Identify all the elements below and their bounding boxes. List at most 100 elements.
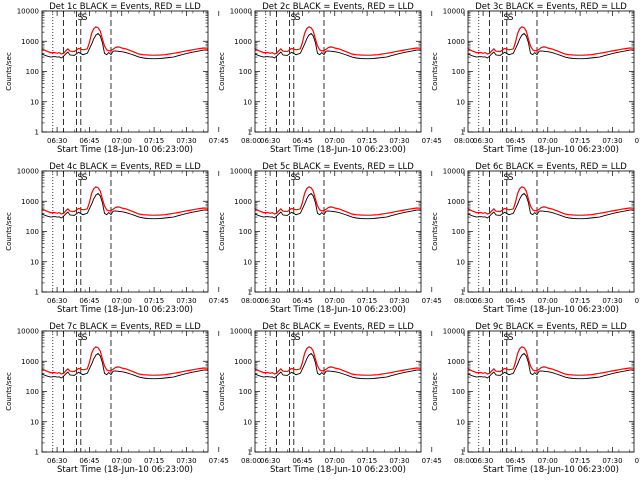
marker-label: S [508,13,514,23]
y-tick-label: 100 [239,388,252,396]
x-tick-label: 07:45 [422,457,442,465]
marker-label: S [290,13,296,23]
series-events [468,352,634,380]
plot-area [42,11,208,132]
y-tick-label: 10 [243,258,252,266]
plot-frame [41,10,209,133]
marker-label: S [290,173,296,183]
series-lld [255,186,421,216]
x-tick-label: 06:30 [260,137,280,145]
x-tick-label: 07:15 [144,297,164,305]
series-events [255,352,421,380]
x-tick-label: 07:15 [570,137,590,145]
y-tick-label: 100 [26,68,39,76]
x-tick-label: 07:00 [112,137,132,145]
y-tick-label: 1 [461,129,465,137]
x-tick-label: 07:00 [538,297,558,305]
y-tick-label: 10000 [230,168,252,176]
x-tick-label: 07:00 [325,137,345,145]
x-axis-label: Start Time (18-Jun-10 06:23:00) [57,305,193,315]
x-tick-label: 07:45 [635,297,640,305]
y-tick-label: 10000 [17,168,39,176]
y-tick-label: 10 [243,418,252,426]
x-tick-label: 06:45 [505,457,525,465]
x-axis-label: Start Time (18-Jun-10 06:23:00) [270,145,406,155]
plot-area [468,171,634,292]
y-tick-label: 1 [248,449,252,457]
marker-label: S [295,13,301,23]
x-tick-label: 06:45 [79,457,99,465]
panel-5: Det 5c BLACK = Events, RED = LLD Counts/s… [218,162,474,315]
y-tick-label: 1 [35,449,39,457]
marker-label: S [77,173,83,183]
y-tick-label: 10000 [443,8,465,16]
y-tick-label: 1000 [234,198,252,206]
x-tick-label: 07:15 [570,297,590,305]
x-tick-label: 07:45 [422,297,442,305]
marker-label: S [82,333,88,343]
x-tick-label: 07:30 [389,457,409,465]
x-tick-label: 07:30 [602,137,622,145]
plot-frame [254,170,422,293]
y-tick-label: 10 [30,98,39,106]
series-events [42,32,208,60]
x-tick-label: 06:45 [505,137,525,145]
y-tick-label: 1000 [234,358,252,366]
plot-frame [41,330,209,453]
x-axis-label: Start Time (18-Jun-10 06:23:00) [57,465,193,475]
marker-label: S [290,333,296,343]
series-lld [42,26,208,56]
panel-7: Det 7c BLACK = Events, RED = LLD Counts/s… [5,322,261,475]
y-tick-label: 100 [452,68,465,76]
x-tick-label: 07:15 [144,137,164,145]
x-tick-label: 07:30 [602,457,622,465]
marker-label: S [77,13,83,23]
x-tick-label: 08:00 [241,457,261,465]
y-tick-label: 100 [239,68,252,76]
series-lld [255,26,421,56]
series-lld [468,346,634,376]
x-tick-label: 08:00 [241,137,261,145]
marker-label: S [508,333,514,343]
x-tick-label: 07:00 [112,297,132,305]
y-tick-label: 1 [35,289,39,297]
series-lld [255,346,421,376]
x-tick-label: 07:30 [389,297,409,305]
series-events [468,192,634,220]
y-tick-label: 1000 [447,358,465,366]
x-tick-label: 06:45 [292,457,312,465]
x-tick-label: 06:30 [260,457,280,465]
series-events [255,32,421,60]
plot-area [255,331,421,452]
x-tick-label: 07:00 [325,297,345,305]
panel-title: Det 7c BLACK = Events, RED = LLD [49,322,201,332]
panel-title: Det 1c BLACK = Events, RED = LLD [49,2,201,12]
panel-title: Det 6c BLACK = Events, RED = LLD [475,162,627,172]
series-events [42,352,208,380]
x-tick-label: 06:45 [292,297,312,305]
y-axis-label: Counts/sec [218,372,226,411]
marker-label: S [508,173,514,183]
marker-label: S [82,173,88,183]
x-tick-label: 07:30 [176,297,196,305]
plot-frame [254,330,422,453]
marker-label: S [503,333,509,343]
x-axis-label: Start Time (18-Jun-10 06:23:00) [270,465,406,475]
x-tick-label: 06:30 [473,457,493,465]
y-axis-label: Counts/sec [5,372,13,411]
x-tick-label: 06:45 [79,137,99,145]
x-tick-label: 07:15 [357,457,377,465]
y-tick-label: 10 [456,418,465,426]
x-tick-label: 07:30 [389,137,409,145]
plot-area [468,11,634,132]
y-axis-label: Counts/sec [218,52,226,91]
y-tick-label: 10000 [17,328,39,336]
marker-label: S [295,173,301,183]
x-tick-label: 07:45 [635,457,640,465]
x-tick-label: 06:45 [505,297,525,305]
x-tick-label: 08:00 [454,457,474,465]
y-tick-label: 1000 [234,38,252,46]
marker-label: S [82,13,88,23]
x-axis-label: Start Time (18-Jun-10 06:23:00) [483,145,619,155]
